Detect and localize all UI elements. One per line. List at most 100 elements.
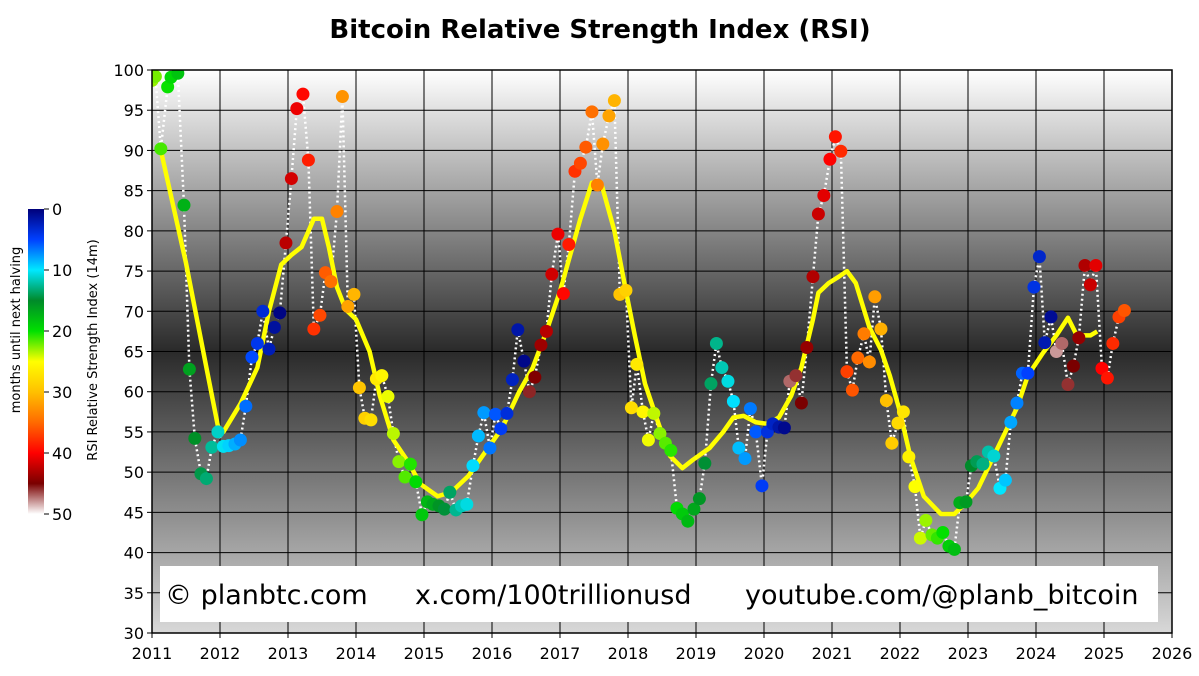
rsi-point <box>256 304 270 318</box>
rsi-point <box>511 323 525 337</box>
rsi-point <box>284 172 298 186</box>
rsi-point <box>330 205 344 219</box>
rsi-point <box>1004 415 1018 429</box>
rsi-point <box>239 399 253 413</box>
rsi-point <box>698 456 712 470</box>
rsi-point <box>738 451 752 465</box>
rsi-point <box>715 361 729 375</box>
rsi-point <box>273 306 287 320</box>
rsi-point <box>262 342 276 356</box>
rsi-point <box>653 427 667 441</box>
rsi-point <box>1083 278 1097 292</box>
rsi-point <box>539 324 553 338</box>
colorbar-tick-label: 10 <box>52 261 72 280</box>
x-tick-label: 2016 <box>472 644 513 663</box>
rsi-point <box>806 270 820 284</box>
y-tick-label: 90 <box>124 141 144 160</box>
rsi-point <box>245 350 259 364</box>
colorbar-label: months until next halving <box>9 247 24 414</box>
rsi-point <box>913 531 927 545</box>
rsi-point <box>352 381 366 395</box>
rsi-point <box>789 369 803 383</box>
x-tick-label: 2021 <box>812 644 853 663</box>
rsi-point <box>1066 359 1080 373</box>
rsi-point <box>188 431 202 445</box>
plot-frame <box>151 69 1173 634</box>
rsi-point <box>211 425 225 439</box>
rsi-point <box>664 443 678 457</box>
rsi-point <box>726 394 740 408</box>
rsi-point <box>267 320 281 334</box>
rsi-point <box>199 472 213 486</box>
x-tick-label: 2022 <box>880 644 921 663</box>
rsi-point <box>879 394 893 408</box>
rsi-point <box>947 542 961 556</box>
rsi-point <box>721 374 735 388</box>
rsi-point <box>602 109 616 123</box>
rsi-point <box>585 105 599 119</box>
rsi-point <box>522 385 536 399</box>
rsi-point <box>630 357 644 371</box>
y-tick-label: 55 <box>124 423 144 442</box>
colorbar-tick-label: 50 <box>52 505 72 524</box>
rsi-point <box>624 401 638 415</box>
rsi-point <box>341 299 355 313</box>
rsi-point <box>840 365 854 379</box>
y-ticks: 30 35 40 45 50 55 60 65 70 75 80 85 90 95 100 <box>113 61 152 643</box>
watermark-x: x.com/100trillionusd <box>415 580 692 611</box>
rsi-point <box>1095 361 1109 375</box>
rsi-point <box>477 406 491 420</box>
rsi-point <box>919 513 933 527</box>
rsi-point <box>466 459 480 473</box>
rsi-point <box>233 433 247 447</box>
rsi-point <box>641 433 655 447</box>
rsi-point <box>307 322 321 336</box>
rsi-point <box>976 457 990 471</box>
rsi-point <box>828 130 842 144</box>
y-tick-label: 60 <box>124 383 144 402</box>
chart-title: Bitcoin Relative Strength Index (RSI) <box>329 15 870 45</box>
rsi-point <box>851 351 865 365</box>
y-tick-label: 95 <box>124 101 144 120</box>
y-tick-label: 75 <box>124 262 144 281</box>
rsi-point <box>1044 310 1058 324</box>
rsi-point <box>386 427 400 441</box>
x-tick-label: 2012 <box>200 644 241 663</box>
watermark-site: © planbtc.com <box>165 580 368 611</box>
y-tick-label: 85 <box>124 182 144 201</box>
x-tick-label: 2025 <box>1084 644 1125 663</box>
rsi-point <box>573 156 587 170</box>
rsi-point <box>1032 250 1046 264</box>
rsi-point <box>505 373 519 387</box>
rsi-point <box>494 422 508 436</box>
rsi-point <box>959 495 973 509</box>
rsi-point <box>1117 303 1131 317</box>
x-tick-label: 2013 <box>268 644 309 663</box>
rsi-point <box>1027 280 1041 294</box>
rsi-point <box>460 497 474 511</box>
colorbar-tick-label: 30 <box>52 383 72 402</box>
rsi-point <box>500 406 514 420</box>
rsi-point <box>1061 377 1075 391</box>
rsi-point <box>398 470 412 484</box>
rsi-point <box>647 406 661 420</box>
rsi-point <box>517 354 531 368</box>
rsi-point <box>579 140 593 154</box>
colorbar-tick-label: 0 <box>52 200 62 219</box>
x-tick-label: 2023 <box>948 644 989 663</box>
rsi-point <box>177 198 191 212</box>
y-tick-label: 100 <box>113 61 144 80</box>
rsi-point <box>817 188 831 202</box>
colorbar-tick-label: 40 <box>52 444 72 463</box>
rsi-point <box>794 396 808 410</box>
moving-average-line <box>158 149 1099 517</box>
rsi-point <box>534 338 548 352</box>
rsi-point <box>290 102 304 116</box>
x-tick-label: 2026 <box>1152 644 1193 663</box>
watermark-box <box>160 566 1158 622</box>
rsi-point <box>471 429 485 443</box>
rsi-point <box>154 142 168 156</box>
x-tick-label: 2024 <box>1016 644 1057 663</box>
rsi-point <box>313 308 327 322</box>
